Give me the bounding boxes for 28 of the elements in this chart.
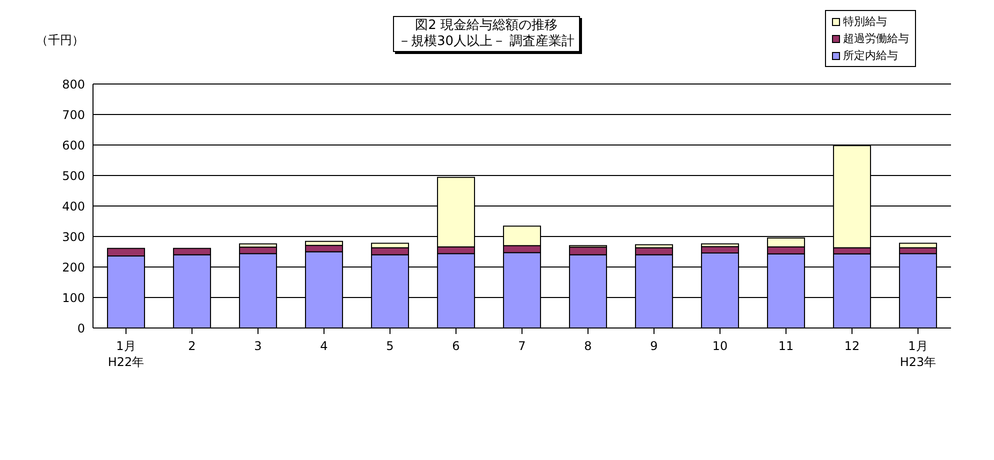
- y-tick-label: 400: [62, 199, 85, 214]
- x-tick-label: 4: [320, 339, 328, 353]
- y-tick-label: 800: [62, 77, 85, 92]
- y-tick-label: 600: [62, 138, 85, 152]
- y-tick-label: 700: [62, 108, 85, 122]
- x-tick-label: 5: [386, 339, 394, 353]
- chart-title: 図2 現金給与総額の推移: [414, 18, 559, 34]
- x-tick-label: 9: [650, 339, 658, 353]
- x-tick-label: 6: [452, 339, 460, 353]
- legend-label: 超過労働給与: [843, 31, 909, 47]
- x-tick-label: 11: [778, 339, 794, 353]
- legend-label: 所定内給与: [843, 48, 898, 64]
- x-tick-label: 12: [844, 339, 860, 353]
- y-tick-label: 500: [62, 168, 85, 183]
- chart-subtitle: －規模30人以上－ 調査産業計: [398, 34, 575, 50]
- x-tick-label: 7: [518, 339, 526, 353]
- x-tick-label: 8: [584, 339, 592, 353]
- y-tick-label: 200: [62, 260, 85, 274]
- x-tick-label: 3: [254, 339, 262, 353]
- y-axis-title: （千円）: [36, 32, 84, 49]
- y-tick-label: 0: [77, 321, 85, 336]
- y-tick-label: 300: [62, 230, 85, 244]
- y-tick-label: 100: [62, 290, 85, 305]
- legend-label: 特別給与: [843, 14, 887, 30]
- x-tick-label: 1月 H22年: [108, 339, 144, 369]
- x-tick-label: 2: [188, 339, 196, 353]
- x-tick-label: 1月 H23年: [900, 339, 936, 369]
- x-tick-label: 10: [712, 339, 728, 353]
